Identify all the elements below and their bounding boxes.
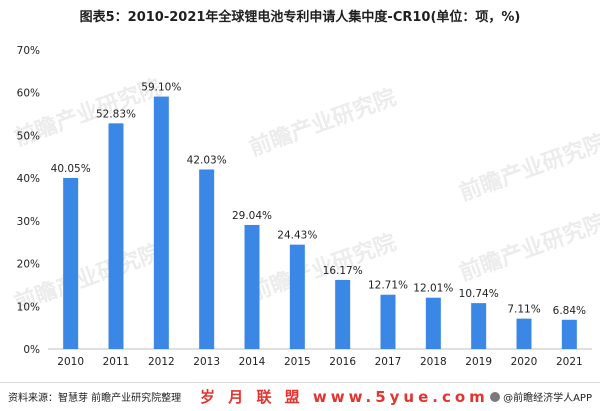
data-label: 12.71% xyxy=(368,280,408,292)
app-logo-icon xyxy=(490,391,501,402)
data-label: 10.74% xyxy=(459,288,499,300)
data-label: 24.43% xyxy=(277,230,317,242)
app-credit: @前瞻经济学人APP xyxy=(490,389,592,404)
data-label: 40.05% xyxy=(51,163,91,175)
bar xyxy=(108,123,124,350)
chart-title: 图表5：2010-2021年全球锂电池专利申请人集中度-CR10(单位：项，%) xyxy=(79,10,521,25)
bar-chart: 0% 10% 20% 30% 40% 50% 60% 70% 40.05% 2010 52.83% 2… xyxy=(17,45,592,368)
data-label: 52.83% xyxy=(96,108,136,120)
x-tick-label: 2021 xyxy=(556,356,583,368)
x-tick-label: 2011 xyxy=(103,356,130,368)
y-tick-label: 20% xyxy=(17,259,40,271)
bar xyxy=(516,318,532,349)
data-label: 6.84% xyxy=(553,305,586,317)
bar xyxy=(153,96,169,350)
x-tick-label: 2012 xyxy=(148,356,175,368)
bar xyxy=(380,294,396,349)
site-watermark: 岁 月 联 盟 www.5yue.com xyxy=(200,388,489,406)
data-label: 16.17% xyxy=(323,265,363,277)
source-note: 资料来源：智慧芽 前瞻产业研究院整理 xyxy=(8,393,182,404)
footer-divider xyxy=(0,382,600,411)
data-label: 42.03% xyxy=(187,154,227,166)
y-tick-label: 0% xyxy=(23,344,40,356)
x-tick-label: 2020 xyxy=(511,356,538,368)
bar xyxy=(561,319,577,349)
bar xyxy=(199,169,215,349)
bar xyxy=(425,297,441,349)
data-label: 29.04% xyxy=(232,210,272,222)
x-tick-label: 2013 xyxy=(193,356,220,368)
x-tick-label: 2018 xyxy=(420,356,447,368)
y-tick-label: 60% xyxy=(17,88,40,100)
x-tick-label: 2019 xyxy=(465,356,492,368)
y-tick-label: 40% xyxy=(17,173,40,185)
y-tick-label: 30% xyxy=(17,216,40,228)
bar xyxy=(63,177,79,349)
data-label: 12.01% xyxy=(413,283,453,295)
app-credit-label: @前瞻经济学人APP xyxy=(503,393,592,404)
y-tick-label: 70% xyxy=(17,45,40,57)
bar xyxy=(289,244,305,349)
x-tick-label: 2015 xyxy=(284,356,311,368)
x-tick-label: 2010 xyxy=(57,356,84,368)
x-tick-label: 2016 xyxy=(329,356,356,368)
y-tick-label: 50% xyxy=(17,130,40,142)
bar xyxy=(335,279,351,349)
data-label: 59.10% xyxy=(141,82,181,94)
data-label: 7.11% xyxy=(507,304,540,316)
x-tick-label: 2014 xyxy=(239,356,266,368)
bar xyxy=(471,303,487,349)
x-tick-label: 2017 xyxy=(375,356,402,368)
bar xyxy=(244,224,260,349)
y-tick-label: 10% xyxy=(17,301,40,313)
